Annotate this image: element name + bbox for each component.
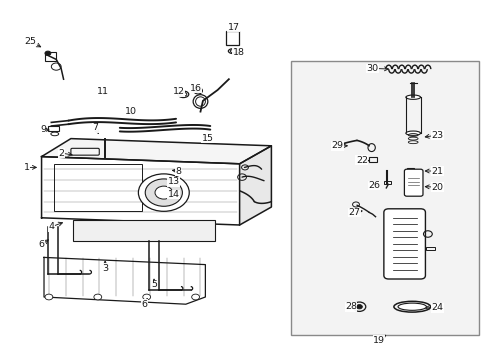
- Text: 6: 6: [141, 300, 147, 309]
- Text: 12: 12: [172, 87, 184, 96]
- Text: 11: 11: [97, 87, 108, 96]
- Bar: [73, 220, 215, 241]
- Ellipse shape: [405, 131, 420, 135]
- Polygon shape: [41, 157, 239, 225]
- Text: 16: 16: [189, 84, 201, 93]
- Bar: [290, 61, 478, 335]
- Text: 22: 22: [355, 156, 367, 165]
- Text: 30: 30: [366, 64, 378, 73]
- Circle shape: [45, 51, 51, 55]
- Bar: [54, 164, 142, 211]
- Text: 14: 14: [167, 190, 179, 199]
- Text: 3: 3: [102, 264, 108, 273]
- Text: 1: 1: [24, 163, 30, 172]
- Text: 28: 28: [345, 302, 356, 311]
- Text: 15: 15: [202, 134, 213, 143]
- Text: 20: 20: [431, 183, 443, 192]
- Text: 10: 10: [125, 107, 137, 116]
- Bar: [48, 126, 59, 131]
- Text: 29: 29: [331, 141, 343, 150]
- Circle shape: [155, 186, 172, 199]
- Bar: [368, 157, 376, 162]
- Text: 8: 8: [175, 166, 181, 176]
- Polygon shape: [41, 139, 271, 164]
- Text: 18: 18: [232, 48, 244, 57]
- Polygon shape: [44, 257, 205, 304]
- Bar: [383, 181, 390, 184]
- Text: 2: 2: [58, 149, 64, 158]
- Circle shape: [191, 294, 199, 300]
- Text: 4: 4: [48, 222, 54, 231]
- Circle shape: [145, 179, 182, 206]
- Text: 13: 13: [167, 177, 179, 186]
- Bar: [45, 52, 56, 61]
- Text: 25: 25: [24, 37, 36, 46]
- Text: 24: 24: [431, 303, 443, 312]
- Text: 17: 17: [227, 23, 239, 32]
- Circle shape: [94, 294, 102, 300]
- Bar: [225, 31, 238, 45]
- Text: 21: 21: [431, 166, 443, 176]
- FancyBboxPatch shape: [404, 169, 422, 196]
- Ellipse shape: [178, 91, 188, 98]
- Text: 6: 6: [39, 240, 44, 249]
- Text: 27: 27: [348, 208, 360, 217]
- Text: 26: 26: [367, 181, 379, 190]
- Text: 19: 19: [372, 336, 384, 345]
- FancyBboxPatch shape: [383, 209, 425, 279]
- Bar: [426, 247, 434, 250]
- Ellipse shape: [405, 95, 420, 99]
- Text: 9: 9: [40, 125, 46, 134]
- Circle shape: [356, 305, 362, 309]
- Circle shape: [142, 294, 150, 300]
- Text: 23: 23: [431, 131, 443, 140]
- Polygon shape: [239, 146, 271, 225]
- Ellipse shape: [193, 95, 207, 108]
- Bar: [406, 168, 413, 172]
- Circle shape: [138, 174, 189, 211]
- Text: 7: 7: [92, 123, 98, 132]
- Text: 5: 5: [151, 280, 157, 289]
- Ellipse shape: [397, 303, 426, 310]
- Circle shape: [45, 294, 53, 300]
